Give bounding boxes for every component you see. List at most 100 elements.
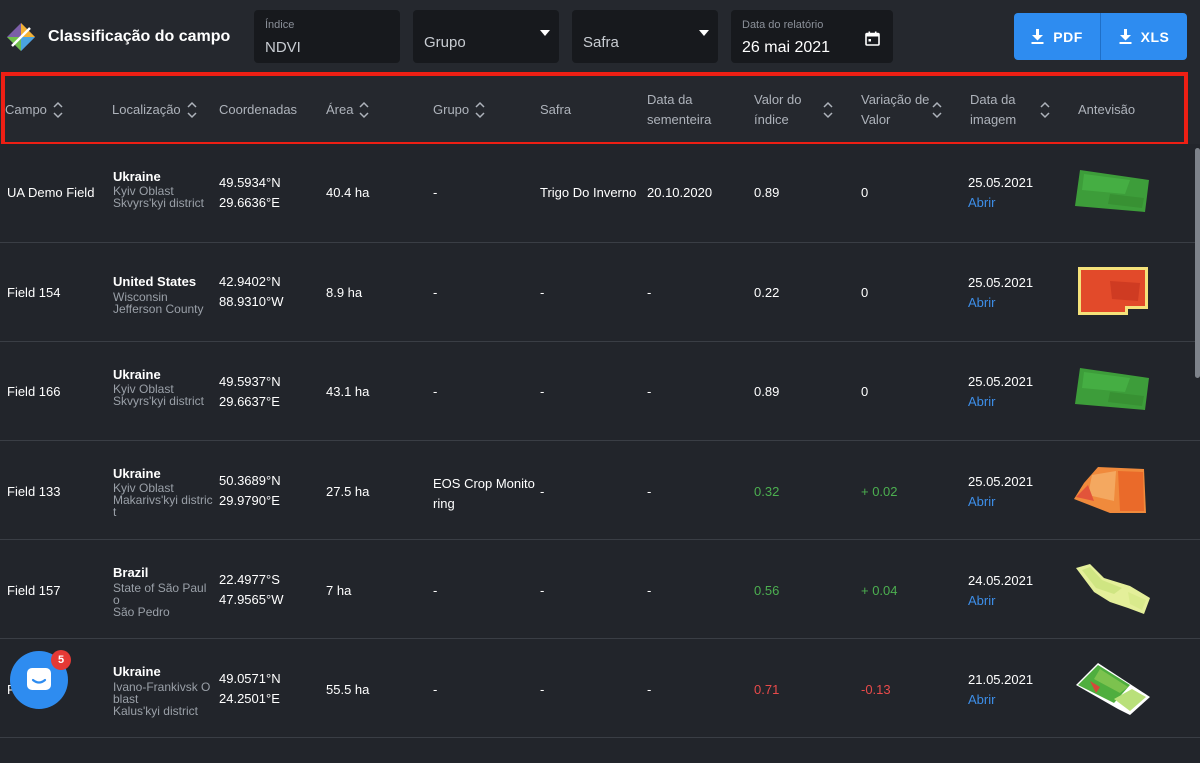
export-pdf-label: PDF [1053,28,1083,45]
group-value: - [433,285,438,300]
open-link[interactable]: Abrir [968,295,996,310]
change-value: + 0.02 [861,484,898,499]
change-value: 0 [861,285,869,300]
image-date: 25.05.2021 [968,275,1034,290]
open-link[interactable]: Abrir [968,394,996,409]
location-district: Skvyrs'kyi district [113,196,204,210]
group-value: - [433,682,438,697]
download-icon [1031,29,1044,44]
location-district: Kalus'kyi district [113,704,198,718]
field-preview-thumbnail[interactable] [1070,659,1154,719]
index-value: 0.89 [754,384,780,399]
field-preview-thumbnail[interactable] [1070,263,1154,323]
sowing-date: - [647,682,652,697]
scrollbar[interactable] [1195,148,1200,378]
field-preview-thumbnail[interactable] [1070,461,1154,521]
sort-icon [1040,101,1050,119]
download-icon [1119,29,1132,44]
index-label: Índice [265,19,295,31]
location-region: State of São Paulo [113,581,207,607]
sort-icon [359,101,369,119]
season-select[interactable]: Safra [572,10,718,63]
group-select[interactable]: Grupo [413,10,559,63]
coordinates: 49.5937°N 29.6637°E [219,374,281,409]
field-name: Field 133 [7,484,61,499]
column-header-localizacao[interactable]: Localização [112,72,197,148]
sort-icon [823,101,833,119]
table-row[interactable]: Field 157 Brazil State of São Paulo São … [0,540,1200,639]
location-country: Ukraine [113,664,161,679]
image-date: 25.05.2021 [968,474,1034,489]
location-district: Skvyrs'kyi district [113,394,204,408]
image-date: 25.05.2021 [968,374,1034,389]
column-header-sementeira: Data da sementeira [647,92,712,127]
change-value: 0 [861,185,869,200]
column-header-variacao[interactable]: Variação de Valor [861,72,942,148]
index-value: 0.56 [754,583,780,598]
field-preview-thumbnail[interactable] [1070,164,1154,224]
field-preview-thumbnail[interactable] [1070,562,1154,622]
location-region: Kyiv Oblast [113,382,174,396]
open-link[interactable]: Abrir [968,494,996,509]
column-header-imagem[interactable]: Data da imagem [970,72,1050,148]
sowing-date: - [647,484,652,499]
change-value: 0 [861,384,869,399]
season-value: - [540,583,545,598]
location-district: São Pedro [113,605,170,619]
chevron-down-icon [699,30,709,36]
group-value: - [433,185,438,200]
group-placeholder: Grupo [424,34,466,51]
coordinates: 50.3689°N 29.9790°E [219,473,281,508]
location-region: Kyiv Oblast [113,184,174,198]
column-header-safra: Safra [540,102,572,117]
column-header-coordenadas: Coordenadas [219,102,298,117]
table-row[interactable]: Field 133 Ukraine Kyiv Oblast Makarivs'k… [0,441,1200,540]
chat-notification-badge: 5 [51,650,71,670]
report-date-picker[interactable]: Data do relatório 26 mai 2021 [731,10,893,63]
open-link[interactable]: Abrir [968,692,996,707]
column-header-indice[interactable]: Valor do índice [754,72,833,148]
table-row[interactable]: UA Demo Field Ukraine Kyiv Oblast Skvyrs… [0,144,1200,243]
field-name: UA Demo Field [7,185,95,200]
open-link[interactable]: Abrir [968,593,996,608]
group-value: - [433,384,438,399]
season-placeholder: Safra [583,34,619,51]
season-value: - [540,384,545,399]
location-country: Brazil [113,565,149,580]
index-value: 0.32 [754,484,780,499]
column-header-area[interactable]: Área [326,72,369,148]
column-header-grupo[interactable]: Grupo [433,72,485,148]
field-preview-thumbnail[interactable] [1070,362,1154,422]
diamond-logo-icon[interactable] [4,20,38,54]
location-region: Ivano-Frankivsk Oblast [113,680,211,706]
calendar-icon[interactable] [865,31,880,46]
export-buttons: PDF XLS [1014,13,1187,60]
change-value: -0.13 [861,682,891,697]
index-select[interactable]: Índice NDVI [254,10,400,63]
top-bar: Classificação do campo Índice NDVI Grupo… [0,0,1200,72]
location-region: Wisconsin [113,290,168,304]
location-region: Kyiv Oblast [113,481,174,495]
index-value: 0.22 [754,285,780,300]
sowing-date: 20.10.2020 [647,185,713,200]
sort-icon [187,101,197,119]
coordinates: 49.5934°N 29.6636°E [219,175,281,210]
area-value: 40.4 ha [326,185,370,200]
export-pdf-button[interactable]: PDF [1014,13,1100,60]
export-xls-button[interactable]: XLS [1100,13,1187,60]
table-row[interactable]: Field 166 Ukraine Kyiv Oblast Skvyrs'kyi… [0,342,1200,441]
open-link[interactable]: Abrir [968,195,996,210]
area-value: 7 ha [326,583,352,598]
chevron-down-icon [540,30,550,36]
location-district: Makarivs'kyi district [113,493,213,519]
page-title: Classificação do campo [48,28,231,45]
season-value: Trigo Do Inverno [540,185,637,200]
area-value: 8.9 ha [326,285,363,300]
table-row[interactable]: Field Ukraine Ivano-Frankivsk Oblast Kal… [0,639,1200,738]
table-row[interactable]: Field 154 United States Wisconsin Jeffer… [0,243,1200,342]
export-xls-label: XLS [1140,28,1170,45]
image-date: 24.05.2021 [968,573,1034,588]
column-header-campo[interactable]: Campo [5,72,63,148]
coordinates: 22.4977°S 47.9565°W [219,572,284,607]
location-country: Ukraine [113,466,161,481]
